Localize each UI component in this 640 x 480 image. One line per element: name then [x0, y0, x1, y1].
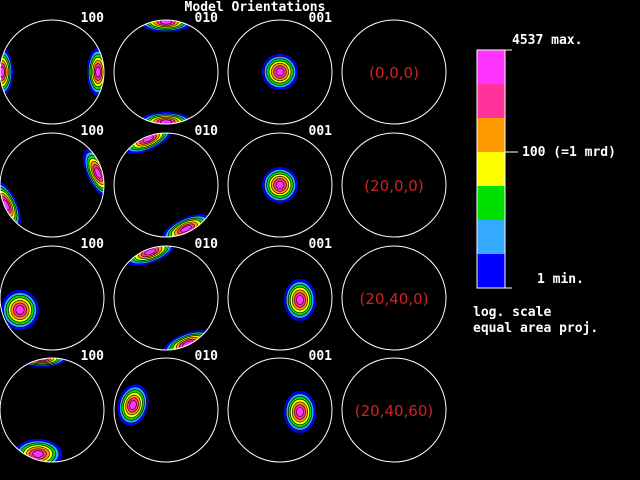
projection-circle — [227, 19, 333, 125]
contour — [32, 450, 44, 458]
legend-note: equal area proj. — [473, 321, 598, 336]
legend-swatch — [477, 220, 505, 254]
pole-label: 100 — [81, 237, 105, 252]
orientation-label: (20,40,0) — [360, 290, 429, 308]
legend-mid: 100 (=1 mrd) — [522, 145, 616, 160]
label-backing — [190, 11, 220, 25]
label-backing — [190, 237, 220, 251]
contour — [0, 66, 5, 78]
label-backing — [76, 124, 106, 138]
legend-min: 1 min. — [537, 272, 584, 287]
contour — [159, 20, 173, 25]
label-backing — [190, 124, 220, 138]
legend-swatch — [477, 84, 505, 118]
pole-label: 001 — [309, 11, 333, 26]
contour — [95, 66, 101, 78]
projection-circle — [341, 357, 447, 463]
pole-label: 010 — [195, 11, 219, 26]
projection-circle — [227, 132, 333, 238]
projection-circle — [341, 245, 447, 351]
pole-label: 010 — [195, 237, 219, 252]
pole-figure — [117, 384, 149, 426]
pole-label: 010 — [195, 349, 219, 364]
pole-figure — [262, 54, 298, 90]
pole-label: 001 — [309, 237, 333, 252]
legend-swatch — [477, 118, 505, 152]
contour — [275, 180, 285, 190]
projection-circle — [0, 19, 105, 125]
label-backing — [304, 11, 334, 25]
legend-note: log. scale — [473, 305, 551, 320]
label-backing — [76, 237, 106, 251]
pole-figure — [1, 290, 39, 330]
projection-circle — [0, 357, 105, 463]
projection-circle — [113, 19, 219, 125]
contour — [180, 225, 192, 233]
projection-circle — [0, 132, 105, 238]
orientation-label: (0,0,0) — [369, 64, 419, 82]
contour — [296, 407, 304, 417]
pole-figure — [284, 279, 316, 321]
legend-swatch — [477, 254, 505, 288]
legend: 4537 max. 100 (=1 mrd) 1 min. log. scale… — [473, 33, 616, 336]
contour — [129, 400, 137, 410]
pole-label: 100 — [81, 349, 105, 364]
projection-circle — [0, 245, 105, 351]
projection-circle — [113, 245, 219, 351]
contour — [144, 248, 156, 256]
label-backing — [190, 349, 220, 363]
orientation-label: (20,0,0) — [364, 177, 423, 195]
legend-swatch — [477, 152, 505, 186]
projection-circle — [341, 19, 447, 125]
contour — [296, 295, 304, 305]
pole-label: 001 — [309, 349, 333, 364]
contour — [159, 119, 173, 124]
contour — [15, 305, 25, 315]
label-backing — [304, 124, 334, 138]
projection-circle — [113, 132, 219, 238]
legend-frame — [476, 49, 506, 289]
pole-label: 010 — [195, 124, 219, 139]
label-backing — [304, 349, 334, 363]
legend-max: 4537 max. — [512, 33, 582, 48]
contour — [94, 167, 102, 179]
contour — [275, 67, 285, 77]
label-backing — [76, 349, 106, 363]
orientation-label: (20,40,60) — [355, 402, 434, 420]
legend-swatch — [477, 50, 505, 84]
pole-figure — [262, 167, 298, 203]
label-backing — [304, 237, 334, 251]
projection-circle — [341, 132, 447, 238]
label-backing — [76, 11, 106, 25]
legend-swatch — [477, 186, 505, 220]
pole-label: 100 — [81, 124, 105, 139]
pole-label: 001 — [309, 124, 333, 139]
pole-figure — [284, 391, 316, 433]
projection-circle — [113, 357, 219, 463]
projection-circle — [227, 245, 333, 351]
projection-circle — [227, 357, 333, 463]
pole-label: 100 — [81, 11, 105, 26]
